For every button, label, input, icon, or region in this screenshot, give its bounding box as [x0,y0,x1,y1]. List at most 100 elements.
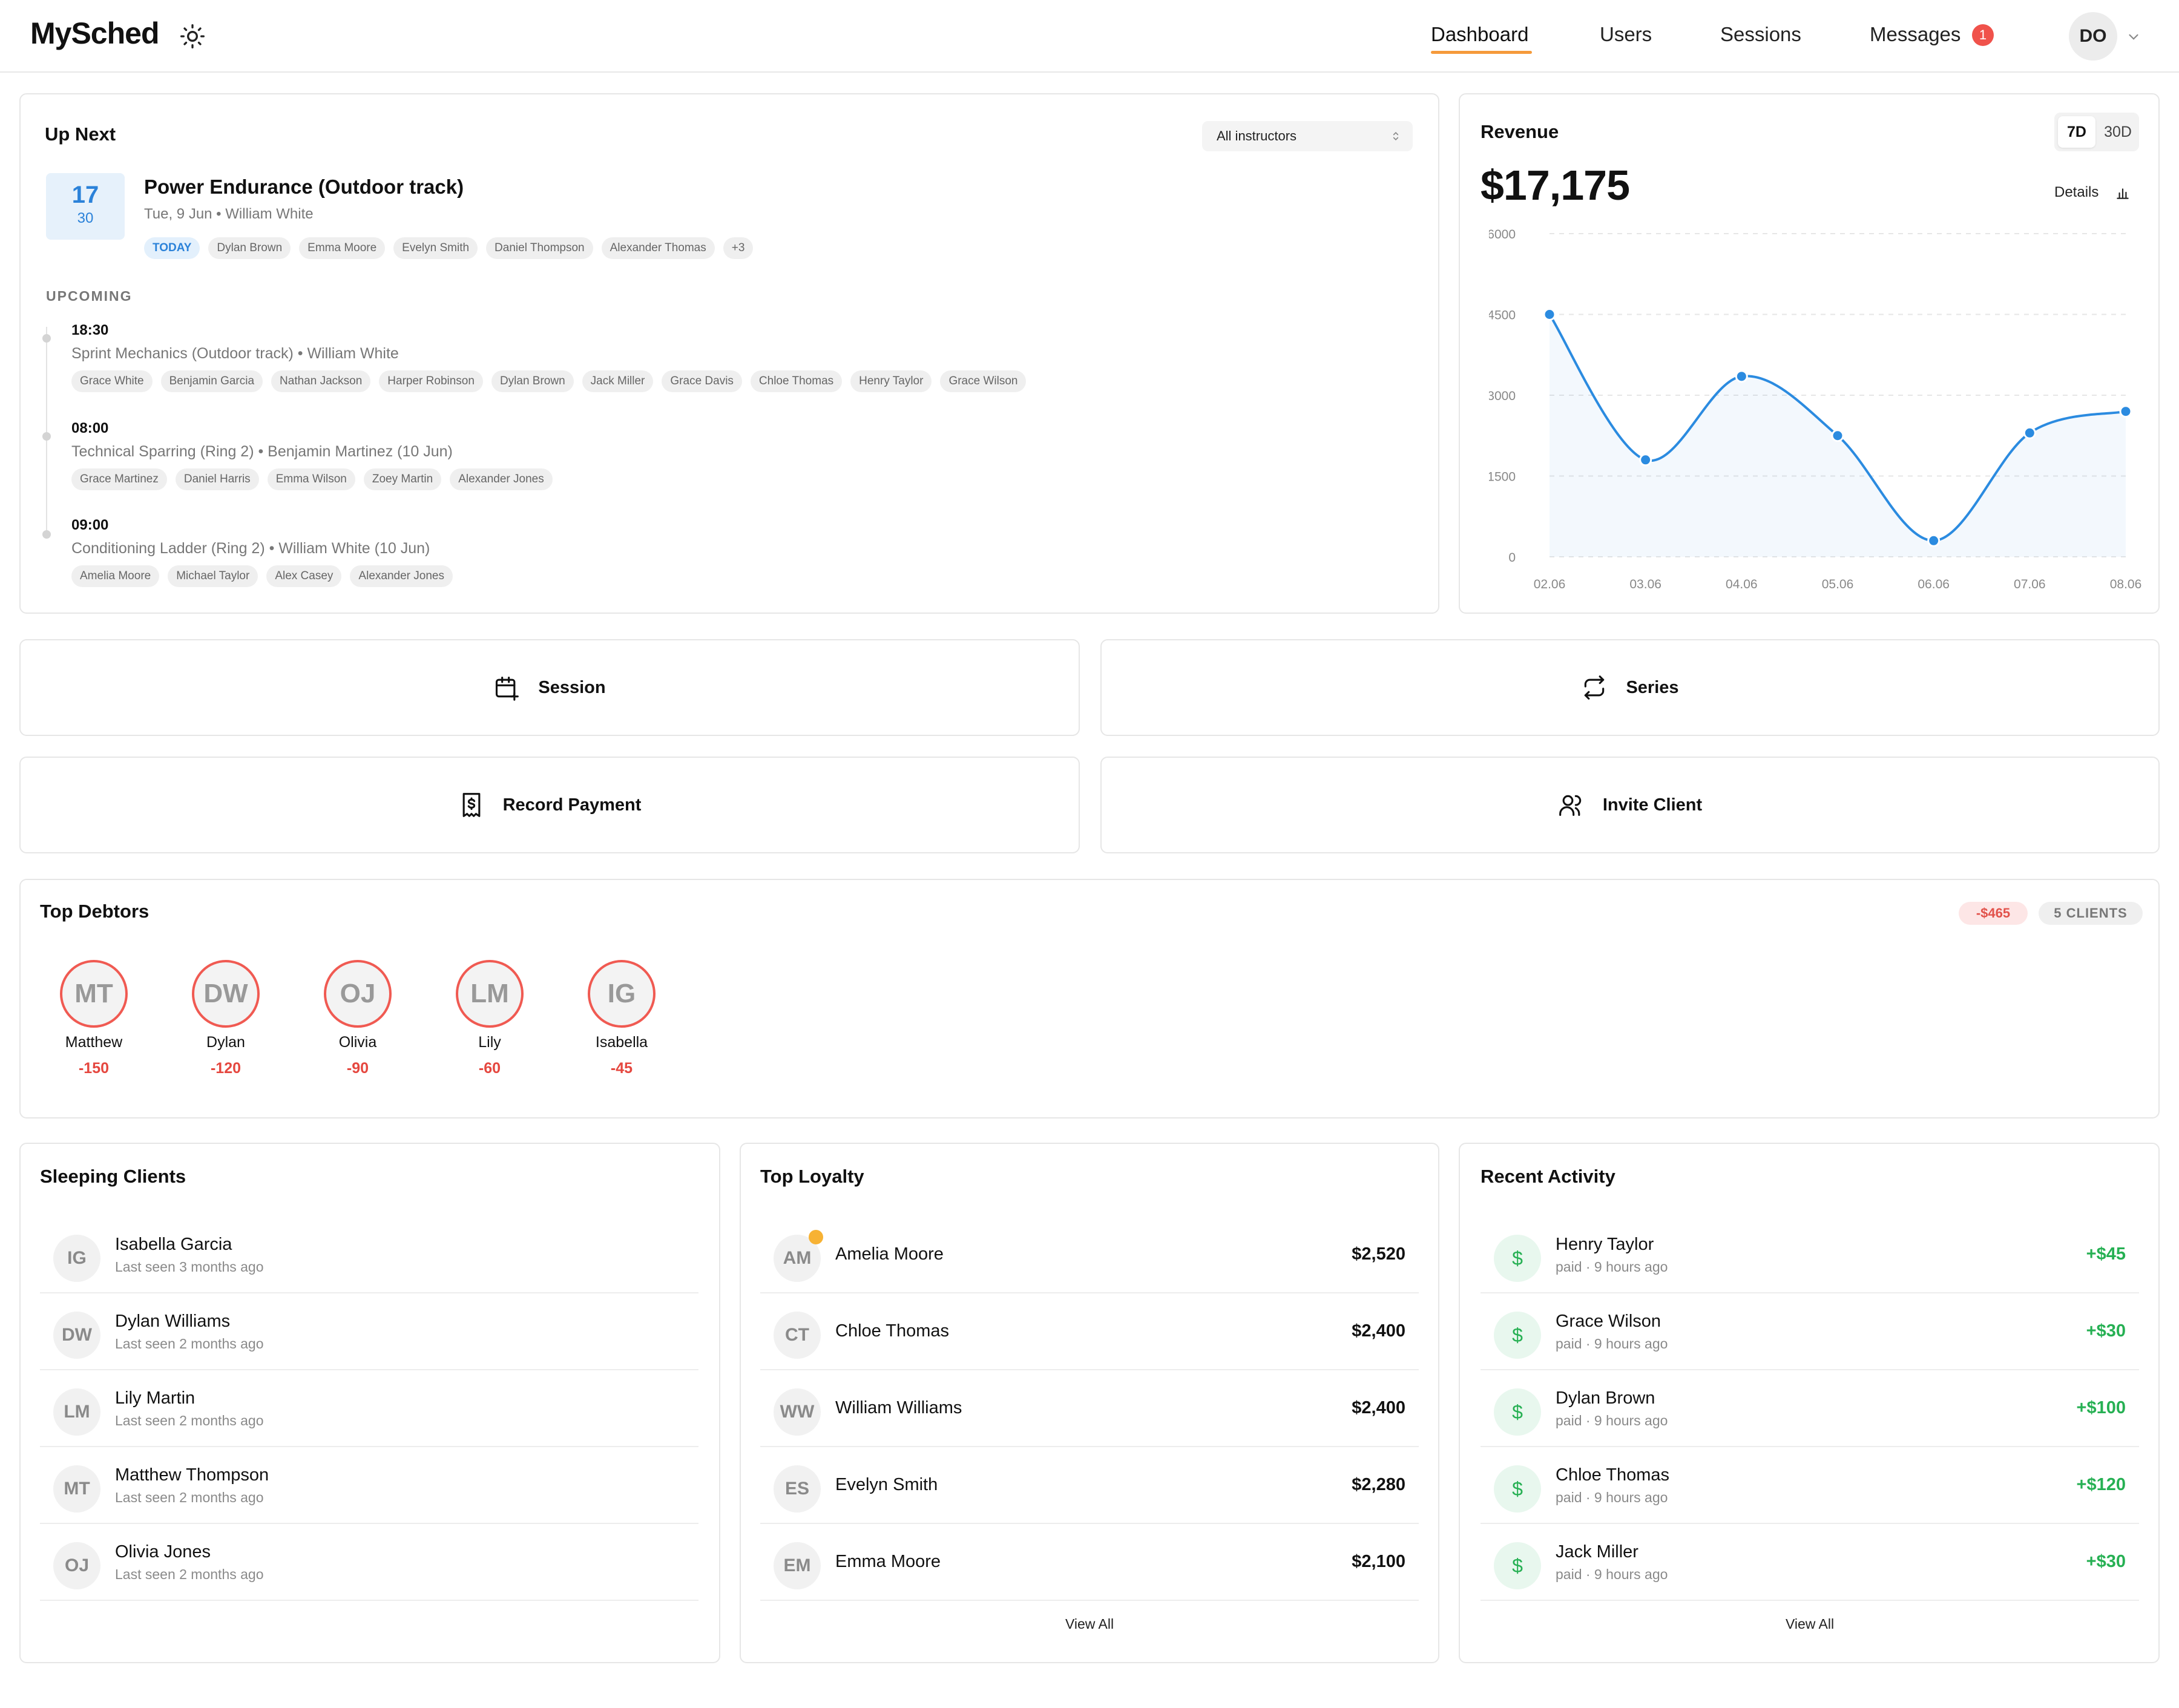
debtor-avatar: LM [456,960,524,1028]
list-item[interactable]: $ Henry Taylor paid · 9 hours ago +$45 [1481,1217,2139,1293]
list-item[interactable]: WW William Williams $2,400 [760,1370,1419,1447]
activity-sub: paid · 9 hours ago [1556,1413,1668,1428]
record-payment-label: Record Payment [502,795,642,815]
debtor-amount: -60 [478,1060,501,1077]
list-item[interactable]: AM Amelia Moore $2,520 [760,1217,1419,1293]
dollar-icon: $ [1494,1388,1541,1436]
upcoming-time: 18:30 [71,322,109,338]
loyalty-amount: $2,100 [1352,1552,1405,1571]
attendee-chip: Benjamin Garcia [160,370,263,392]
debtor-amount: -120 [210,1060,242,1077]
debtor-avatar: OJ [324,960,392,1028]
last-seen: Last seen 2 months ago [115,1490,264,1505]
upcoming-time: 09:00 [71,517,109,533]
range-7d-button[interactable]: 7D [2058,116,2095,148]
client-name: Chloe Thomas [835,1321,950,1341]
instructor-select[interactable]: All instructors [1202,121,1413,151]
new-series-button[interactable]: Series [1100,639,2160,736]
new-session-button[interactable]: Session [19,639,1080,736]
sleeping-clients-card [19,1143,720,1663]
debtor-item[interactable]: MT Matthew -150 [58,960,130,1077]
chevron-down-icon[interactable] [2126,29,2141,45]
next-date-day: 17 [71,182,99,208]
loyalty-amount: $2,280 [1352,1475,1405,1494]
nav-messages[interactable]: Messages [1870,23,1961,45]
debtor-item[interactable]: LM Lily -60 [453,960,526,1077]
client-avatar: DW [53,1312,100,1359]
list-item[interactable]: IG Isabella Garcia Last seen 3 months ag… [40,1217,698,1293]
revenue-title: Revenue [1481,121,1559,142]
loyalty-view-all-link[interactable]: View All [1065,1616,1114,1632]
list-item[interactable]: LM Lily Martin Last seen 2 months ago [40,1370,698,1447]
attendee-chip: Jack Miller [582,370,654,392]
activity-amount: +$100 [2076,1398,2126,1417]
list-item[interactable]: ES Evelyn Smith $2,280 [760,1447,1419,1524]
next-session-subtitle: Tue, 9 Jun • William White [144,206,314,222]
crown-icon [809,1230,823,1244]
y-tick-label: 0 [1508,551,1516,565]
details-link[interactable]: Details [2054,184,2099,200]
more-attendees-chip[interactable]: +3 [723,237,754,259]
y-tick-label: 1500 [1489,470,1516,484]
activity-name: Dylan Brown [1556,1388,1655,1408]
list-item[interactable]: MT Matthew Thompson Last seen 2 months a… [40,1447,698,1524]
dollar-icon: $ [1494,1465,1541,1513]
list-item[interactable]: DW Dylan Williams Last seen 2 months ago [40,1293,698,1370]
debtor-amount: -90 [346,1060,369,1077]
upcoming-chips: Grace White Benjamin Garcia Nathan Jacks… [71,370,1027,392]
upcoming-chips: Grace Martinez Daniel Harris Emma Wilson… [71,468,553,490]
list-item[interactable]: $ Dylan Brown paid · 9 hours ago +$100 [1481,1370,2139,1447]
attendee-chip: Daniel Thompson [486,237,593,259]
top-debtors-title: Top Debtors [40,901,150,922]
last-seen: Last seen 2 months ago [115,1336,264,1352]
x-tick-label: 08.06 [2110,577,2142,591]
y-tick-label: 4500 [1489,309,1516,323]
series-label: Series [1626,677,1679,697]
invite-client-label: Invite Client [1602,795,1703,815]
range-30d-button[interactable]: 30D [2104,123,2132,140]
data-point [2023,426,2036,439]
timeline-dot [42,530,51,539]
nav-users[interactable]: Users [1600,23,1652,45]
top-loyalty-title: Top Loyalty [760,1166,864,1187]
attendee-chip: Evelyn Smith [393,237,478,259]
client-avatar: ES [774,1465,821,1513]
activity-view-all-link[interactable]: View All [1785,1616,1835,1632]
nav-dashboard[interactable]: Dashboard [1431,23,1529,45]
attendee-chip: Chloe Thomas [750,370,843,392]
dollar-icon: $ [1494,1235,1541,1282]
list-item[interactable]: $ Grace Wilson paid · 9 hours ago +$30 [1481,1293,2139,1370]
list-item[interactable]: EM Emma Moore $2,100 [760,1524,1419,1601]
client-avatar: WW [774,1388,821,1436]
activity-name: Chloe Thomas [1556,1465,1670,1485]
debtor-name: Isabella [595,1034,648,1051]
upcoming-desc[interactable]: Conditioning Ladder (Ring 2) • William W… [71,540,430,557]
nav-sessions[interactable]: Sessions [1720,23,1801,45]
activity-sub: paid · 9 hours ago [1556,1566,1668,1582]
user-avatar[interactable]: DO [2069,12,2117,61]
dollar-icon: $ [1494,1312,1541,1359]
attendee-chip: Dylan Brown [491,370,574,392]
next-session-title[interactable]: Power Endurance (Outdoor track) [144,176,464,198]
attendee-chip: Harper Robinson [379,370,483,392]
sun-icon[interactable] [179,23,206,50]
list-item[interactable]: OJ Olivia Jones Last seen 2 months ago [40,1524,698,1601]
activity-name: Henry Taylor [1556,1235,1654,1254]
list-item[interactable]: $ Jack Miller paid · 9 hours ago +$30 [1481,1524,2139,1601]
upcoming-desc[interactable]: Sprint Mechanics (Outdoor track) • Willi… [71,345,399,362]
receipt-icon [462,793,480,817]
debtor-item[interactable]: IG Isabella -45 [585,960,658,1077]
app-logo[interactable]: MySched [30,16,160,50]
list-item[interactable]: $ Chloe Thomas paid · 9 hours ago +$120 [1481,1447,2139,1524]
upcoming-desc[interactable]: Technical Sparring (Ring 2) • Benjamin M… [71,443,453,460]
invite-client-button[interactable]: Invite Client [1100,757,2160,853]
debtor-item[interactable]: OJ Olivia -90 [321,960,394,1077]
attendee-chip: Amelia Moore [71,565,160,587]
list-item[interactable]: CT Chloe Thomas $2,400 [760,1293,1419,1370]
bar-chart-icon[interactable] [2115,185,2131,201]
record-payment-button[interactable]: Record Payment [19,757,1080,853]
x-tick-label: 03.06 [1629,577,1661,591]
x-tick-label: 06.06 [1918,577,1950,591]
debtor-item[interactable]: DW Dylan -120 [189,960,262,1077]
next-date-tile: 17 30 [46,173,125,240]
